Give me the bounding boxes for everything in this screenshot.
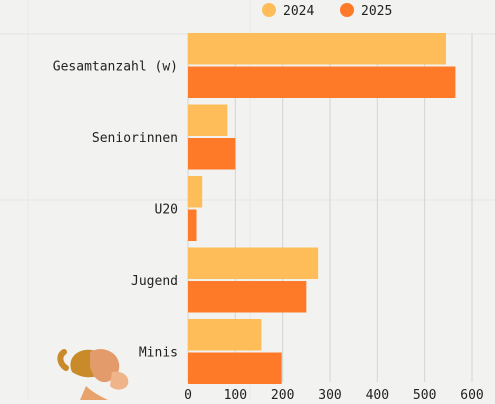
bars: [188, 33, 456, 384]
x-tick-300: 300: [318, 388, 341, 400]
bar-2025-0: [188, 66, 456, 98]
category-labels: Gesamtanzahl (w) Seniorinnen U20 Jugend Mini…: [53, 60, 178, 361]
x-tick-400: 400: [366, 388, 389, 400]
category-label-3: Jugend: [131, 274, 178, 289]
runner-illustration: [57, 349, 129, 400]
bar-2025-2: [188, 209, 197, 241]
category-label-1: Seniorinnen: [92, 131, 178, 146]
x-tick-labels: 0 100 200 300 400 500 600: [184, 388, 484, 403]
x-tick-500: 500: [413, 388, 436, 400]
x-tick-100: 100: [224, 388, 247, 400]
bar-2024-4: [188, 319, 262, 351]
category-label-4: Minis: [139, 346, 178, 361]
legend-label-2025: 2025: [361, 4, 392, 19]
x-tick-600: 600: [460, 388, 483, 400]
x-tick-200: 200: [271, 388, 294, 400]
bar-2025-4: [188, 352, 282, 384]
bar-2025-1: [188, 138, 236, 170]
x-tick-0: 0: [184, 388, 192, 400]
category-label-0: Gesamtanzahl (w): [53, 60, 178, 75]
bar-2024-2: [188, 176, 203, 208]
bar-2024-3: [188, 247, 319, 279]
legend: 2024 2025: [262, 3, 392, 19]
bar-2025-3: [188, 281, 307, 313]
legend-marker-2025: [340, 3, 354, 17]
bar-2024-1: [188, 104, 228, 136]
legend-label-2024: 2024: [283, 4, 314, 19]
bar-2024-0: [188, 33, 446, 65]
legend-marker-2024: [262, 3, 276, 17]
category-label-2: U20: [155, 203, 178, 218]
